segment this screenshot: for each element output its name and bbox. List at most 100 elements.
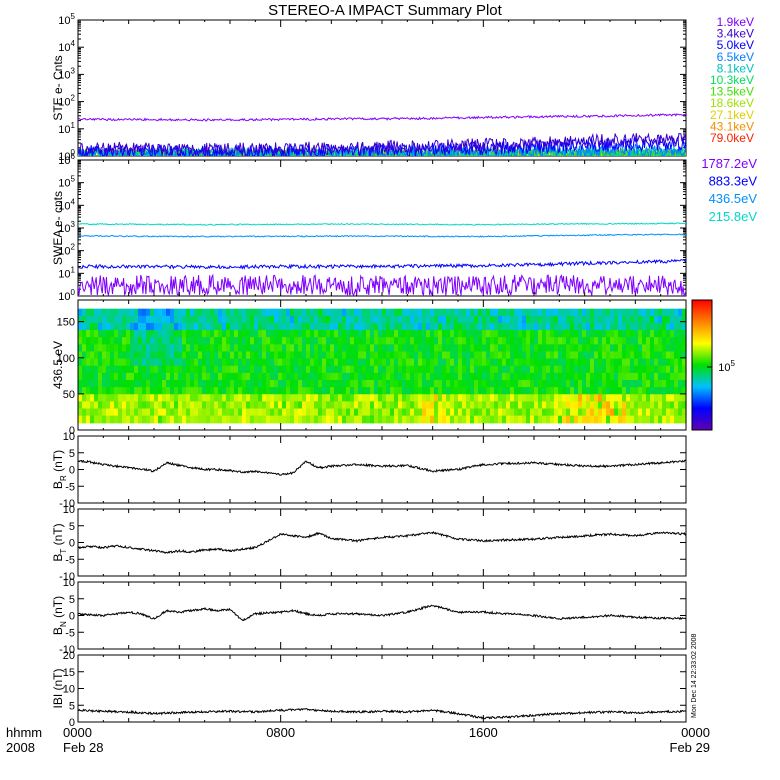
heatmap-cell — [182, 415, 187, 424]
heatmap-cell — [274, 401, 279, 410]
heatmap-cell — [530, 344, 535, 353]
heatmap-cell — [434, 372, 439, 381]
heatmap-cell — [550, 358, 555, 367]
heatmap-cell — [658, 322, 663, 331]
heatmap-cell — [330, 387, 335, 395]
heatmap-cell — [350, 337, 355, 345]
heatmap-cell — [170, 344, 175, 353]
heatmap-cell — [598, 330, 603, 338]
heatmap-cell — [454, 379, 459, 388]
heatmap-cell — [94, 415, 99, 424]
heatmap-cell — [462, 337, 467, 345]
heatmap-cell — [242, 322, 247, 331]
heatmap-cell — [634, 308, 639, 317]
heatmap-cell — [570, 315, 575, 324]
heatmap-cell — [486, 337, 491, 345]
heatmap-cell — [346, 315, 351, 324]
heatmap-cell — [622, 408, 627, 417]
heatmap-cell — [594, 358, 599, 367]
heatmap-cell — [430, 379, 435, 388]
heatmap-cell — [422, 330, 427, 338]
heatmap-cell — [598, 351, 603, 360]
heatmap-cell — [670, 322, 675, 331]
heatmap-cell — [626, 379, 631, 388]
heatmap-cell — [322, 401, 327, 410]
heatmap-cell — [590, 379, 595, 388]
heatmap-cell — [126, 322, 131, 331]
heatmap-cell — [342, 365, 347, 374]
heatmap-cell — [622, 351, 627, 360]
heatmap-cell — [666, 408, 671, 417]
heatmap-cell — [142, 330, 147, 338]
heatmap-cell — [282, 330, 287, 338]
heatmap-cell — [506, 387, 511, 395]
heatmap-cell — [454, 308, 459, 317]
heatmap-cell — [162, 415, 167, 424]
heatmap-cell — [310, 322, 315, 331]
heatmap-cell — [118, 351, 123, 360]
heatmap-cell — [670, 330, 675, 338]
heatmap-cell — [542, 351, 547, 360]
heatmap-cell — [474, 315, 479, 324]
heatmap-cell — [682, 372, 687, 381]
heatmap-cell — [422, 372, 427, 381]
heatmap-cell — [198, 394, 203, 402]
heatmap-cell — [586, 351, 591, 360]
heatmap-cell — [138, 379, 143, 388]
heatmap-cell — [486, 330, 491, 338]
heatmap-cell — [290, 365, 295, 374]
heatmap-cell — [294, 344, 299, 353]
heatmap-cell — [526, 337, 531, 345]
heatmap-cell — [106, 365, 111, 374]
heatmap-cell — [290, 379, 295, 388]
heatmap-cell — [314, 358, 319, 367]
heatmap-cell — [142, 351, 147, 360]
heatmap-cell — [578, 344, 583, 353]
heatmap-cell — [394, 344, 399, 353]
heatmap-cell — [226, 394, 231, 402]
heatmap-cell — [458, 365, 463, 374]
heatmap-cell — [402, 365, 407, 374]
heatmap-cell — [110, 337, 115, 345]
heatmap-cell — [282, 372, 287, 381]
heatmap-cell — [154, 351, 159, 360]
heatmap-cell — [294, 408, 299, 417]
heatmap-cell — [386, 365, 391, 374]
heatmap-cell — [354, 415, 359, 424]
heatmap-cell — [530, 394, 535, 402]
legend-entry-ste: 6.5keV — [717, 50, 754, 64]
heatmap-cell — [318, 379, 323, 388]
heatmap-cell — [182, 372, 187, 381]
heatmap-cell — [390, 337, 395, 345]
heatmap-cell — [482, 344, 487, 353]
heatmap-cell — [350, 401, 355, 410]
heatmap-cell — [570, 379, 575, 388]
heatmap-cell — [242, 415, 247, 424]
heatmap-cell — [602, 315, 607, 324]
heatmap-cell — [190, 337, 195, 345]
heatmap-cell — [238, 394, 243, 402]
heatmap-cell — [502, 351, 507, 360]
heatmap-cell — [566, 401, 571, 410]
heatmap-cell — [494, 358, 499, 367]
heatmap-cell — [570, 408, 575, 417]
heatmap-cell — [450, 337, 455, 345]
heatmap-cell — [474, 401, 479, 410]
heatmap-cell — [558, 365, 563, 374]
heatmap-cell — [350, 365, 355, 374]
heatmap-cell — [286, 387, 291, 395]
heatmap-cell — [362, 308, 367, 317]
heatmap-cell — [558, 415, 563, 424]
heatmap-cell — [306, 351, 311, 360]
heatmap-cell — [266, 415, 271, 424]
heatmap-cell — [326, 379, 331, 388]
heatmap-cell — [86, 322, 91, 331]
heatmap-cell — [494, 322, 499, 331]
heatmap-cell — [378, 408, 383, 417]
heatmap-cell — [202, 372, 207, 381]
heatmap-cell — [618, 379, 623, 388]
heatmap-cell — [298, 394, 303, 402]
heatmap-cell — [682, 394, 687, 402]
heatmap-cell — [406, 394, 411, 402]
heatmap-cell — [250, 415, 255, 424]
